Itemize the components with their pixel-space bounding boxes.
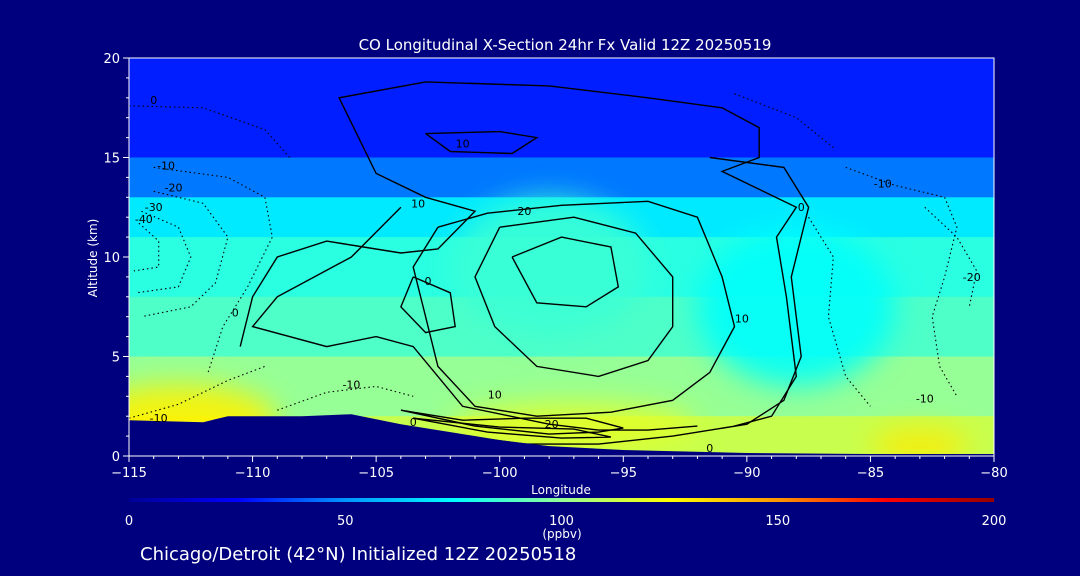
contour-label: -30: [145, 201, 163, 214]
y-tick-label: 5: [112, 351, 120, 366]
contour-solid: [239, 81, 798, 427]
contours-dashed: [129, 93, 978, 419]
contour-dashed: [136, 210, 192, 294]
x-tick-label: −115: [111, 466, 147, 481]
x-tick-label: −110: [235, 466, 271, 481]
contour-label: 10: [735, 313, 749, 326]
contour-label: 0: [410, 416, 417, 429]
contour-label: -10: [150, 412, 168, 425]
contour-label: 10: [456, 138, 470, 151]
contour-solid: [400, 409, 624, 435]
x-axis-title: Longitude: [531, 483, 591, 497]
field-features: [129, 197, 970, 456]
x-axis: −115 −110 −105 −100 −95 −90 −85 −80: [111, 456, 1008, 481]
colorbar-ticks: 0 50 100 150 200: [125, 514, 1007, 529]
contour-label: -10: [874, 177, 892, 190]
field-feature: [450, 197, 648, 337]
contour-dashed: [129, 105, 291, 158]
contour-solid: [474, 216, 674, 378]
colorbar-strip: [129, 498, 994, 502]
y-tick-label: 10: [103, 251, 120, 266]
field-feature: [450, 402, 698, 451]
colorbar-tick-label: 150: [765, 514, 790, 529]
terrain-mask: [129, 414, 994, 456]
contour-label: 0: [706, 442, 713, 455]
x-tick-label: −85: [857, 466, 884, 481]
field-band: [129, 58, 994, 158]
contour-label: -20: [963, 271, 981, 284]
contour-label: 20: [545, 418, 559, 431]
y-axis: 0 5 10 15 20: [103, 52, 129, 465]
contour-solid: [251, 206, 698, 431]
contours-solid: [239, 81, 810, 445]
contour-dashed: [845, 166, 958, 397]
contour-dashed: [277, 385, 414, 411]
colorbar-tick-label: 200: [982, 514, 1007, 529]
x-tick-label: −95: [610, 466, 637, 481]
field-feature: [870, 430, 970, 456]
contour-label: 0: [425, 275, 432, 288]
contour-label: -10: [342, 378, 360, 391]
contour-solid: [425, 130, 539, 155]
contour-solid: [412, 200, 736, 417]
contour-dashed: [129, 365, 266, 419]
contour-label: -10: [916, 392, 934, 405]
y-tick-label: 20: [103, 52, 120, 67]
colorbar: 0 50 100 150 200 (ppbv): [125, 498, 1007, 541]
footer-caption: Chicago/Detroit (42°N) Initialized 12Z 2…: [140, 544, 576, 565]
contour-label: 20: [517, 205, 531, 218]
contour-solid: [400, 276, 456, 334]
chart-title: CO Longitudinal X-Section 24hr Fx Valid …: [359, 36, 772, 54]
colorbar-tick-label: 0: [125, 514, 133, 529]
y-axis-title: Altitude (km): [86, 219, 100, 298]
contour-dashed: [924, 206, 978, 307]
contour-label: -20: [165, 181, 183, 194]
field-feature: [697, 227, 896, 387]
x-tick-label: −90: [733, 466, 760, 481]
field-band: [129, 157, 994, 198]
colorbar-unit-label: (ppbv): [542, 527, 581, 541]
x-tick-label: −100: [482, 466, 518, 481]
x-tick-label: −80: [980, 466, 1007, 481]
colorbar-tick-label: 50: [337, 514, 354, 529]
contour-solid: [511, 236, 620, 308]
contour-label: 10: [411, 197, 425, 210]
contour-label: 0: [150, 94, 157, 107]
contour-label: -10: [157, 159, 175, 172]
contour-label: 0: [798, 201, 805, 214]
contour-label: 10: [488, 388, 502, 401]
y-tick-label: 15: [103, 152, 120, 167]
y-tick-label: 0: [112, 450, 120, 465]
contour-label: 0: [232, 307, 239, 320]
colorbar-tick-label: 100: [549, 514, 574, 529]
x-tick-label: −105: [358, 466, 394, 481]
contour-solid: [413, 417, 612, 439]
contour-label: -40: [135, 213, 153, 226]
